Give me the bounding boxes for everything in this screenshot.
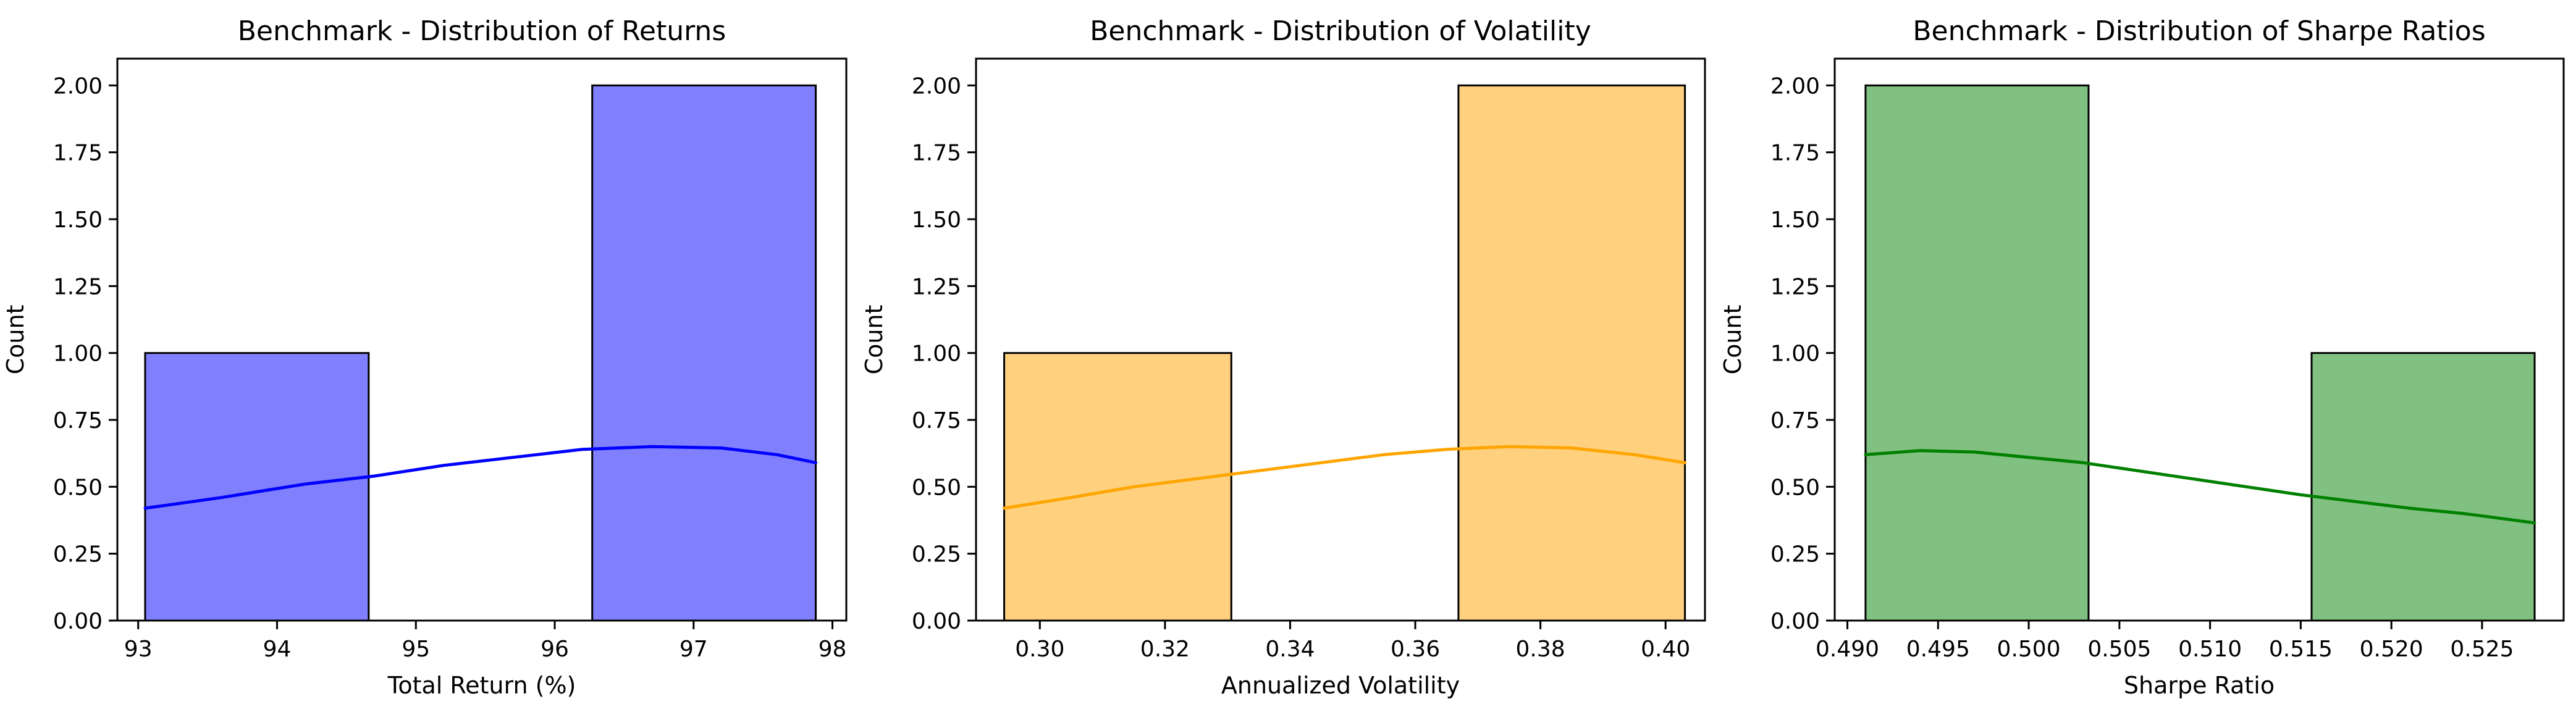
chart-panel-3: 0.490 0.495 0.500 0.505 0.510 0.515 0.520 0.525…	[1719, 15, 2565, 699]
y-tick-label: 2.00	[912, 73, 961, 99]
x-tick-label: 0.520	[2360, 637, 2423, 662]
x-tick-label: 0.500	[1997, 637, 2061, 662]
y-tick-label: 1.00	[912, 341, 961, 367]
y-tick-label: 0.75	[912, 408, 961, 433]
x-axis-label: Total Return (%)	[387, 672, 576, 699]
y-axis-label: Count	[1719, 305, 1746, 375]
y-axis-label: Count	[2, 305, 29, 375]
x-tick-label: 0.40	[1641, 637, 1690, 662]
histogram-bar	[1864, 84, 2090, 622]
axes-frame	[116, 57, 848, 622]
x-tick-label: 0.505	[2087, 637, 2151, 662]
x-axis-label: Sharpe Ratio	[2124, 672, 2275, 699]
x-tick-label: 0.525	[2450, 637, 2514, 662]
y-tick-label: 1.50	[1770, 207, 1820, 233]
y-tick-label: 0.50	[1770, 475, 1820, 500]
x-tick-label: 0.510	[2178, 637, 2242, 662]
histogram-bar	[1457, 84, 1686, 622]
y-tick-label: 0.75	[1770, 408, 1820, 433]
histogram-bar	[591, 84, 817, 622]
y-tick-label: 1.25	[1770, 274, 1820, 299]
chart-panel-2: 0.30 0.32 0.34 0.36 0.38 0.40 0.00 0.25 0.50 0.75…	[861, 15, 1706, 699]
x-tick-label: 97	[680, 637, 708, 662]
x-tick-label: 93	[124, 637, 153, 662]
y-tick-label: 0.00	[53, 609, 103, 634]
kde-line	[1003, 445, 1687, 510]
histogram-bar	[1003, 352, 1232, 622]
y-tick-label: 2.00	[53, 73, 103, 99]
x-tick-label: 0.30	[1015, 637, 1064, 662]
axes-frame	[1833, 57, 2565, 622]
x-tick-label: 0.515	[2269, 637, 2333, 662]
x-tick-label: 0.495	[1906, 637, 1970, 662]
y-tick-label: 1.75	[912, 141, 961, 166]
x-tick-label: 98	[819, 637, 847, 662]
x-axis-label: Annualized Volatility	[1221, 672, 1460, 699]
y-tick-label: 0.75	[53, 408, 103, 433]
y-tick-label: 1.00	[1770, 341, 1820, 367]
x-tick-label: 96	[541, 637, 569, 662]
y-tick-label: 2.00	[1770, 73, 1820, 99]
chart-title: Benchmark - Distribution of Sharpe Ratio…	[1913, 15, 2485, 47]
chart-panel-1: 93 94 95 96 97 98 0.00 0.25 0.50 0.75 1.00 1.25 1.50…	[2, 15, 848, 699]
axes-frame	[975, 57, 1706, 622]
y-tick-label: 0.25	[1770, 542, 1820, 567]
y-tick-label: 0.00	[912, 609, 961, 634]
y-tick-label: 1.50	[912, 207, 961, 233]
y-tick-label: 1.50	[53, 207, 103, 233]
y-tick-label: 0.25	[912, 542, 961, 567]
chart-title: Benchmark - Distribution of Returns	[238, 15, 726, 47]
chart-title: Benchmark - Distribution of Volatility	[1090, 15, 1591, 47]
y-tick-label: 1.75	[53, 141, 103, 166]
histogram-bar	[144, 352, 370, 622]
y-tick-label: 0.50	[912, 475, 961, 500]
x-tick-label: 0.490	[1816, 637, 1879, 662]
y-tick-label: 1.25	[53, 274, 103, 299]
x-tick-label: 0.36	[1391, 637, 1440, 662]
y-tick-label: 0.00	[1770, 609, 1820, 634]
y-tick-label: 1.25	[912, 274, 961, 299]
y-tick-label: 1.00	[53, 341, 103, 367]
x-tick-label: 95	[402, 637, 430, 662]
y-tick-label: 0.50	[53, 475, 103, 500]
y-tick-label: 1.75	[1770, 141, 1820, 166]
x-tick-label: 0.32	[1140, 637, 1190, 662]
x-tick-label: 0.34	[1265, 637, 1315, 662]
x-tick-label: 0.38	[1516, 637, 1565, 662]
x-tick-label: 94	[263, 637, 292, 662]
kde-line	[1864, 449, 2536, 525]
kde-line	[143, 445, 818, 510]
y-tick-label: 0.25	[53, 542, 103, 567]
histogram-bar	[2310, 352, 2536, 622]
y-axis-label: Count	[861, 305, 888, 375]
